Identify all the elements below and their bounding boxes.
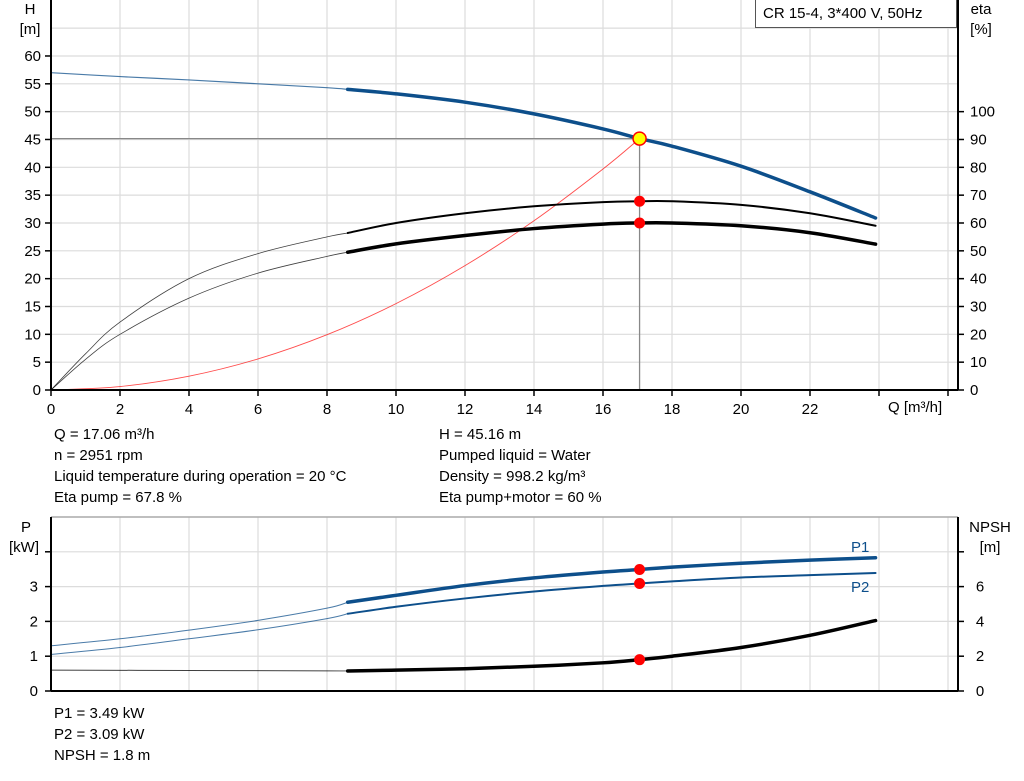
eta-tick-label: 90 — [970, 131, 987, 148]
eta-pump-curve-thin — [50, 232, 348, 391]
head-curve — [345, 87, 878, 220]
eta-pump-motor-curve — [345, 220, 878, 254]
axes — [45, 0, 964, 692]
h-tick-label: 45 — [24, 131, 41, 148]
npsh-marker — [634, 654, 646, 666]
info-head: H = 45.16 m — [439, 426, 522, 443]
npsh-tick-label: 0 — [976, 683, 984, 700]
info-eta-pump-motor: Eta pump+motor = 60 % — [439, 489, 602, 506]
p-axis-label: P — [21, 519, 31, 536]
p1-marker — [634, 564, 646, 576]
eta-tick-label: 60 — [970, 215, 987, 232]
npsh-axis-unit: [m] — [980, 539, 1001, 556]
info-top-left: Q = 17.06 m³/h n = 2951 rpm Liquid tempe… — [54, 424, 346, 508]
p2-curve-thin — [50, 613, 348, 655]
eta-tick-label: 40 — [970, 271, 987, 288]
q-tick-label: 6 — [254, 401, 262, 418]
info-flow: Q = 17.06 m³/h — [54, 426, 155, 443]
h-tick-label: 60 — [24, 48, 41, 65]
npsh-tick-label: 2 — [976, 648, 984, 665]
eta-pump-marker — [634, 195, 646, 207]
info-liquid: Pumped liquid = Water — [439, 447, 591, 464]
p-tick-label: 2 — [30, 613, 38, 630]
eta-tick-label: 10 — [970, 354, 987, 371]
q-tick-label: 0 — [47, 401, 55, 418]
h-tick-label: 20 — [24, 271, 41, 288]
eta-pump-motor-marker — [634, 217, 646, 229]
eta-pump-curve — [346, 199, 877, 235]
eta-tick-label: 80 — [970, 159, 987, 176]
q-tick-label: 18 — [664, 401, 681, 418]
info-speed: n = 2951 rpm — [54, 447, 143, 464]
info-liquid-temp: Liquid temperature during operation = 20… — [54, 468, 347, 485]
q-tick-label: 20 — [733, 401, 750, 418]
info-npsh: NPSH = 1.8 m — [54, 747, 151, 764]
h-tick-label: 5 — [33, 354, 41, 371]
npsh-tick-label: 6 — [976, 579, 984, 596]
eta-axis-unit: [%] — [970, 21, 992, 38]
eta-tick-label: 100 — [970, 104, 995, 121]
h-tick-label: 0 — [33, 382, 41, 399]
eta-axis-label: eta — [971, 1, 993, 18]
p-axis-unit: [kW] — [9, 539, 39, 556]
eta-tick-label: 50 — [970, 243, 987, 260]
q-tick-label: 16 — [595, 401, 612, 418]
p1-curve — [345, 555, 878, 605]
duty-point-marker — [632, 131, 647, 146]
q-tick-label: 22 — [802, 401, 819, 418]
eta-tick-label: 70 — [970, 187, 987, 204]
h-tick-label: 10 — [24, 326, 41, 343]
p2-marker — [634, 577, 646, 589]
npsh-curve-thin — [50, 669, 348, 672]
p-tick-label: 3 — [30, 579, 38, 596]
info-density: Density = 998.2 kg/m³ — [439, 468, 586, 485]
h-tick-label: 40 — [24, 159, 41, 176]
h-tick-label: 55 — [24, 76, 41, 93]
eta-tick-label: 30 — [970, 298, 987, 315]
npsh-tick-label: 4 — [976, 613, 984, 630]
q-axis-label: Q [m³/h] — [888, 399, 942, 416]
tick-labels: 0 2 4 6 8 10 12 14 16 18 20 22051015202530354045505… — [24, 48, 995, 700]
npsh-axis-label: NPSH — [969, 519, 1011, 536]
h-axis-unit: [m] — [20, 21, 41, 38]
h-tick-label: 25 — [24, 243, 41, 260]
p2-curve — [346, 572, 877, 615]
q-tick-label: 10 — [388, 401, 405, 418]
p1-curve-thin — [50, 601, 348, 647]
eta-tick-label: 20 — [970, 326, 987, 343]
eta-tick-label: 0 — [970, 382, 978, 399]
p2-series-label: P2 — [851, 579, 869, 596]
eta-pump-motor-curve-thin — [50, 251, 348, 391]
q-tick-label: 14 — [526, 401, 543, 418]
curves — [50, 72, 878, 673]
q-tick-label: 2 — [116, 401, 124, 418]
system-curve — [50, 138, 640, 391]
head-curve-thin — [50, 72, 348, 90]
grid-bottom — [51, 516, 958, 691]
q-tick-label: 4 — [185, 401, 193, 418]
info-bottom: P1 = 3.49 kW P2 = 3.09 kW NPSH = 1.8 m — [54, 703, 150, 766]
p-tick-label: 0 — [30, 683, 38, 700]
q-tick-label: 8 — [323, 401, 331, 418]
h-tick-label: 50 — [24, 104, 41, 121]
info-eta-pump: Eta pump = 67.8 % — [54, 489, 182, 506]
info-p2: P2 = 3.09 kW — [54, 726, 145, 743]
h-axis-label: H — [25, 1, 36, 18]
h-tick-label: 15 — [24, 298, 41, 315]
npsh-curve — [345, 618, 878, 673]
p1-series-label: P1 — [851, 539, 869, 556]
h-tick-label: 35 — [24, 187, 41, 204]
q-tick-label: 12 — [457, 401, 474, 418]
grid-top — [51, 0, 958, 390]
h-tick-label: 30 — [24, 215, 41, 232]
p-tick-label: 1 — [30, 648, 38, 665]
pump-model-legend: CR 15-4, 3*400 V, 50Hz — [755, 0, 957, 28]
info-p1: P1 = 3.49 kW — [54, 705, 145, 722]
info-top-right: H = 45.16 m Pumped liquid = Water Densit… — [439, 424, 602, 508]
